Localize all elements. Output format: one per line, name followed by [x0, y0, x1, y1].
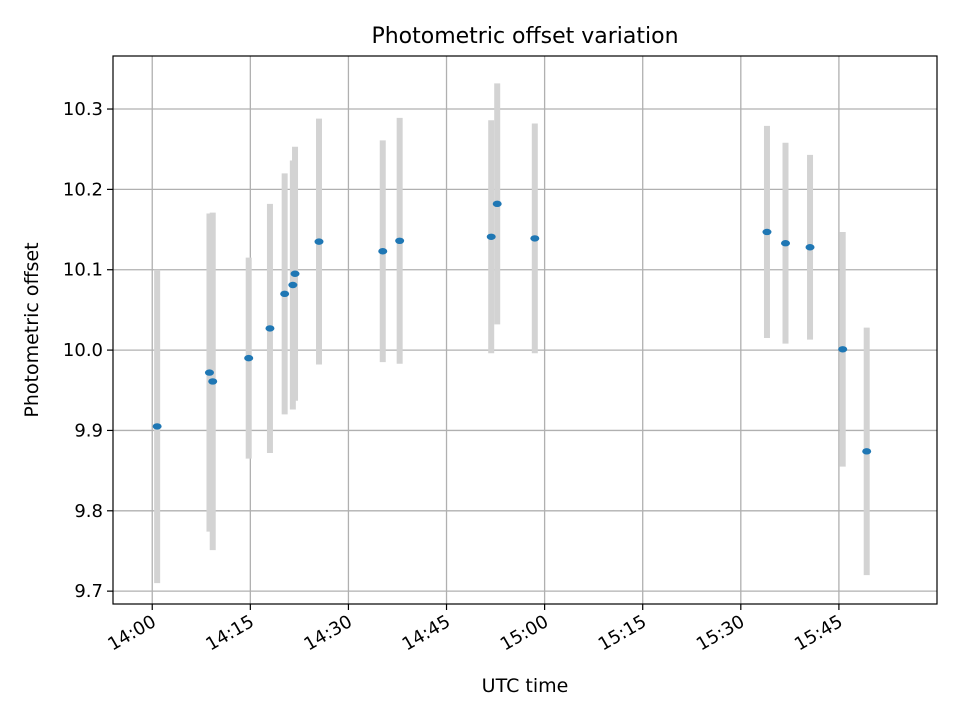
data-point [805, 244, 815, 251]
error-bars [154, 83, 870, 584]
data-point [780, 240, 790, 247]
y-tick-label: 9.7 [74, 581, 103, 602]
x-tick-label: 15:15 [595, 611, 650, 655]
x-tick-label: 15:00 [497, 611, 552, 655]
data-point [208, 378, 218, 385]
x-tick-label: 14:30 [301, 611, 356, 655]
y-axis-ticks: 9.7 9.8 9.9 10.0 10.1 10.2 10.3 [63, 99, 113, 602]
plot-frame [112, 55, 938, 605]
data-point [152, 423, 162, 430]
x-tick-label: 14:15 [202, 611, 257, 655]
data-point [280, 290, 290, 298]
data-point [204, 369, 214, 376]
data-point [862, 448, 872, 455]
y-tick-label: 10.3 [63, 99, 103, 120]
y-tick-label: 10.2 [63, 179, 103, 200]
data-point [486, 233, 496, 240]
data-point [492, 200, 502, 208]
y-axis-label: Photometric offset [21, 242, 43, 417]
data-point [265, 325, 275, 332]
chart-title: Photometric offset variation [371, 24, 678, 49]
x-tick-label: 14:45 [399, 611, 454, 655]
x-tick-label: 15:45 [791, 611, 846, 655]
x-tick-label: 14:00 [104, 611, 159, 655]
data-point [288, 281, 298, 289]
x-tick-label: 15:30 [693, 611, 748, 655]
data-point [314, 238, 324, 245]
data-point [290, 270, 300, 277]
y-tick-label: 10.1 [63, 260, 103, 281]
data-point [530, 235, 540, 242]
data-point [838, 346, 848, 353]
grid-lines [113, 56, 937, 604]
y-tick-label: 9.9 [74, 420, 103, 441]
x-axis-ticks: 14:00 14:15 14:30 14:45 15:00 15:15 15:30 15:45 [104, 604, 846, 655]
data-point [378, 248, 388, 255]
data-point [244, 354, 254, 362]
y-tick-label: 9.8 [74, 501, 103, 522]
data-point [395, 237, 405, 245]
data-points [152, 200, 872, 455]
x-axis-label: UTC time [482, 675, 569, 697]
y-tick-label: 10.0 [63, 340, 103, 361]
data-point [762, 228, 772, 236]
